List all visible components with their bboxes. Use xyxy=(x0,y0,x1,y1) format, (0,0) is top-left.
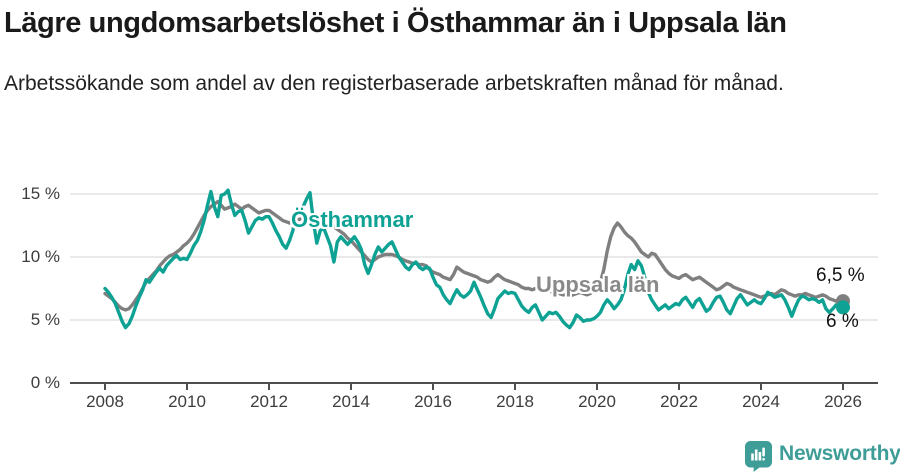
x-tick-label: 2010 xyxy=(168,392,206,411)
end-value-label-osthammar: 6 % xyxy=(826,311,859,332)
x-tick-label: 2012 xyxy=(250,392,288,411)
y-tick-label: 15 % xyxy=(21,184,60,203)
series-label-osthammar: Östhammar xyxy=(291,207,414,232)
x-tick-label: 2024 xyxy=(742,392,780,411)
x-tick-label: 2008 xyxy=(86,392,124,411)
y-tick-label: 5 % xyxy=(30,310,60,329)
chart-title: Lägre ungdomsarbetslöshet i Östhammar än… xyxy=(4,7,787,39)
x-tick-label: 2014 xyxy=(332,392,370,411)
end-dot-osthammar xyxy=(836,300,850,315)
series-line-uppsala-lan xyxy=(103,199,845,312)
newsworthy-logo-icon xyxy=(745,441,772,472)
end-value-label-uppsala-lan: 6,5 % xyxy=(816,265,865,286)
x-tick-label: 2022 xyxy=(660,392,698,411)
y-tick-label: 10 % xyxy=(21,247,60,266)
series-label-uppsala-lan: Uppsala län xyxy=(536,272,660,297)
y-tick-label: 0 % xyxy=(30,373,60,392)
brand-name: Newsworthy xyxy=(779,442,900,465)
series-line-osthammar xyxy=(103,188,845,330)
chart-subtitle: Arbetssökande som andel av den registerb… xyxy=(4,72,784,95)
x-tick-label: 2018 xyxy=(496,392,534,411)
x-tick-label: 2020 xyxy=(578,392,616,411)
x-tick-label: 2016 xyxy=(414,392,452,411)
x-tick-label: 2026 xyxy=(824,392,862,411)
